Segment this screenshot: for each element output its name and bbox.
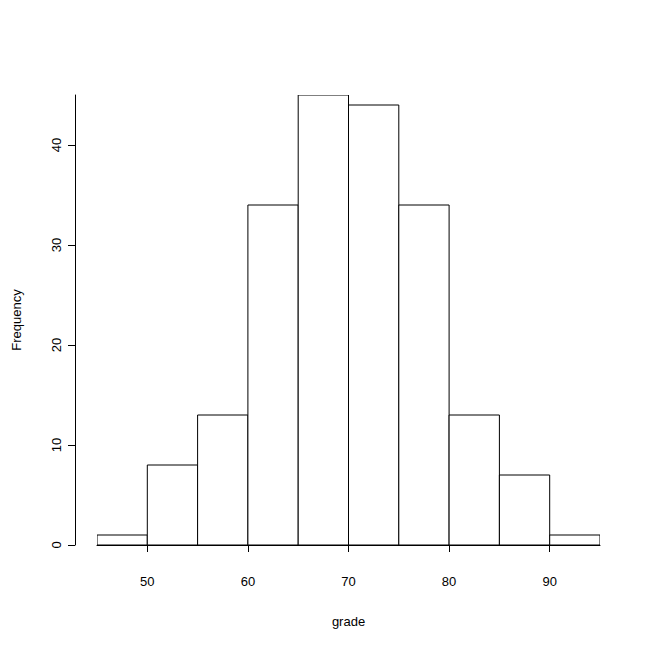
svg-text:30: 30 bbox=[49, 238, 64, 252]
svg-text:grade: grade bbox=[332, 614, 365, 629]
svg-text:70: 70 bbox=[341, 574, 355, 589]
svg-text:50: 50 bbox=[140, 574, 154, 589]
svg-text:0: 0 bbox=[49, 541, 64, 548]
svg-text:10: 10 bbox=[49, 438, 64, 452]
svg-text:20: 20 bbox=[49, 338, 64, 352]
svg-text:40: 40 bbox=[49, 138, 64, 152]
svg-text:Frequency: Frequency bbox=[9, 289, 24, 351]
svg-text:60: 60 bbox=[241, 574, 255, 589]
svg-text:80: 80 bbox=[442, 574, 456, 589]
svg-text:90: 90 bbox=[542, 574, 556, 589]
